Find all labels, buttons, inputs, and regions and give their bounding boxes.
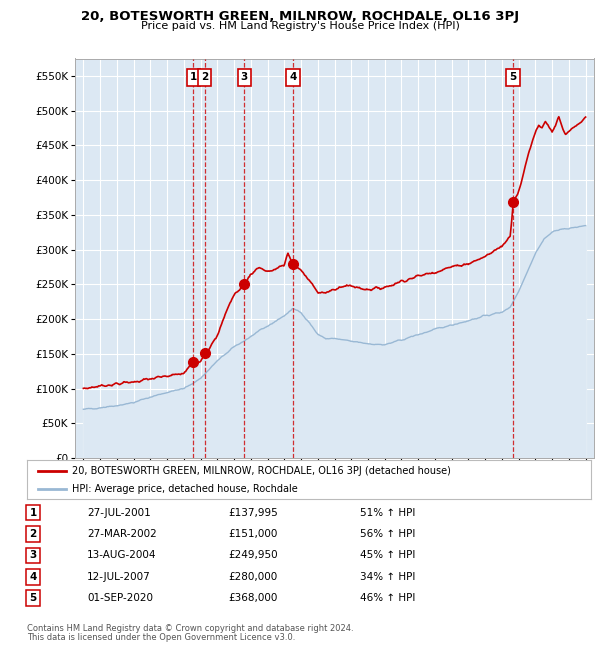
Text: 01-SEP-2020: 01-SEP-2020 — [87, 593, 153, 603]
Text: 12-JUL-2007: 12-JUL-2007 — [87, 572, 151, 582]
Text: 13-AUG-2004: 13-AUG-2004 — [87, 551, 157, 560]
Text: 51% ↑ HPI: 51% ↑ HPI — [360, 508, 415, 517]
Text: 20, BOTESWORTH GREEN, MILNROW, ROCHDALE, OL16 3PJ: 20, BOTESWORTH GREEN, MILNROW, ROCHDALE,… — [81, 10, 519, 23]
Text: 45% ↑ HPI: 45% ↑ HPI — [360, 551, 415, 560]
Text: £249,950: £249,950 — [228, 551, 278, 560]
Text: 5: 5 — [29, 593, 37, 603]
Text: £280,000: £280,000 — [228, 572, 277, 582]
Text: 3: 3 — [241, 73, 248, 83]
Text: 4: 4 — [289, 73, 297, 83]
Text: £151,000: £151,000 — [228, 529, 277, 539]
Text: £137,995: £137,995 — [228, 508, 278, 517]
Text: £368,000: £368,000 — [228, 593, 277, 603]
Text: Contains HM Land Registry data © Crown copyright and database right 2024.: Contains HM Land Registry data © Crown c… — [27, 624, 353, 633]
Text: 46% ↑ HPI: 46% ↑ HPI — [360, 593, 415, 603]
Text: 2: 2 — [29, 529, 37, 539]
Text: 3: 3 — [29, 551, 37, 560]
Text: This data is licensed under the Open Government Licence v3.0.: This data is licensed under the Open Gov… — [27, 632, 295, 642]
Text: 5: 5 — [509, 73, 517, 83]
Text: 1: 1 — [190, 73, 197, 83]
Text: 27-MAR-2002: 27-MAR-2002 — [87, 529, 157, 539]
Text: 56% ↑ HPI: 56% ↑ HPI — [360, 529, 415, 539]
Text: 27-JUL-2001: 27-JUL-2001 — [87, 508, 151, 517]
Text: 34% ↑ HPI: 34% ↑ HPI — [360, 572, 415, 582]
Text: 20, BOTESWORTH GREEN, MILNROW, ROCHDALE, OL16 3PJ (detached house): 20, BOTESWORTH GREEN, MILNROW, ROCHDALE,… — [72, 466, 451, 476]
Text: 2: 2 — [201, 73, 208, 83]
Text: HPI: Average price, detached house, Rochdale: HPI: Average price, detached house, Roch… — [72, 484, 298, 493]
Text: 4: 4 — [29, 572, 37, 582]
Text: Price paid vs. HM Land Registry's House Price Index (HPI): Price paid vs. HM Land Registry's House … — [140, 21, 460, 31]
Text: 1: 1 — [29, 508, 37, 517]
